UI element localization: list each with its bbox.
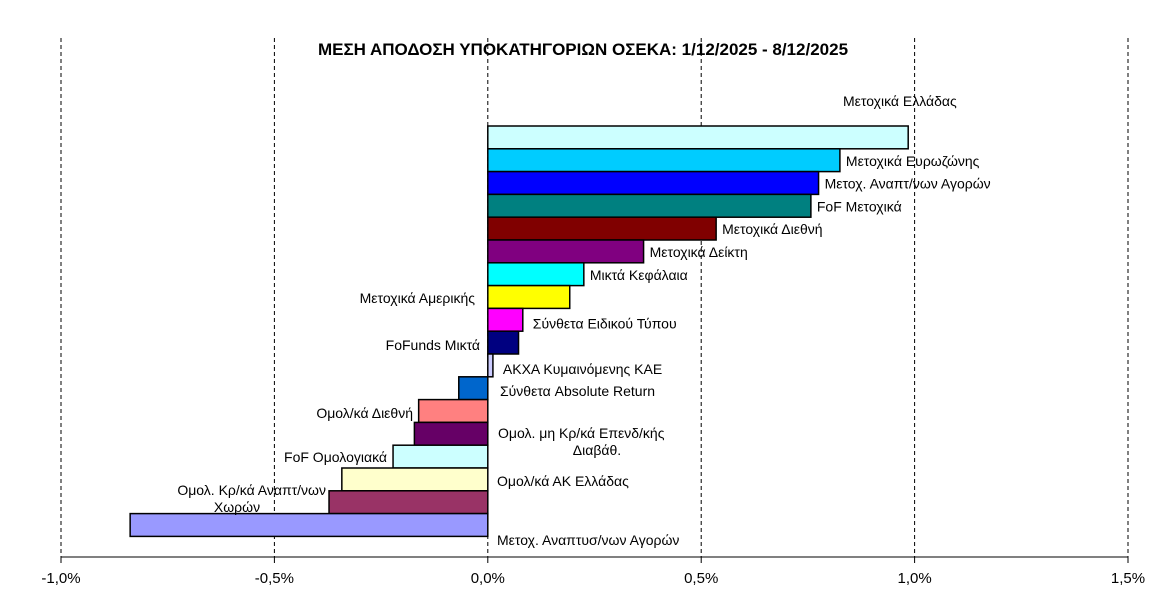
x-tick-label: 1,0% — [897, 570, 931, 587]
bar-label-line: Χωρών — [214, 499, 260, 515]
bar-label: Ομολ. μη Κρ/κά Επενδ/κής Διαβάθ. — [498, 425, 665, 458]
bar-label: Μετοχικά Ευρωζώνης — [846, 153, 980, 169]
bar-label: ΑΚΧΑ Κυμαινόμενης ΚΑΕ — [503, 361, 662, 377]
x-tick-label: 0,0% — [471, 570, 505, 587]
bar-label: Σύνθετα Absolute Return — [500, 383, 655, 399]
bar-label: Μετοχ. Αναπτυσ/νων Αγορών — [497, 532, 679, 548]
bar — [328, 490, 489, 515]
x-tick-label: 0,5% — [684, 570, 718, 587]
bar-label: Μετοχ. Αναπτ/νων Αγορών — [825, 176, 991, 192]
bar — [487, 353, 494, 378]
bars — [129, 125, 909, 538]
bar-label: FoF Μετοχικά — [817, 198, 902, 214]
bar — [458, 376, 489, 401]
bar — [487, 262, 585, 287]
chart-title: ΜΕΣΗ ΑΠΟΔΟΣΗ ΥΠΟΚΑΤΗΓΟΡΙΩΝ ΟΣΕΚΑ: 1/12/2… — [318, 40, 848, 59]
bar — [487, 284, 571, 310]
bar-label: FoF Ομολογιακά — [284, 449, 387, 465]
bar-label-line: Ομολ. μη Κρ/κά Επενδ/κής — [498, 425, 665, 441]
bar — [417, 398, 489, 424]
bar — [129, 512, 489, 538]
bar — [487, 148, 841, 173]
x-tick-label: -1,0% — [41, 570, 80, 587]
bar-label: Μετοχικά Αμερικής — [360, 290, 476, 306]
bar-label-line: Διαβάθ. — [573, 442, 621, 458]
bar — [487, 125, 909, 150]
bar — [487, 307, 524, 332]
bar-label: Ομολ/κά Διεθνή — [316, 405, 413, 421]
bar — [487, 330, 520, 355]
bar-labels: Μετοχικά Ελλάδας Μετοχικά Ευρωζώνης Μετοχ.… — [177, 93, 990, 548]
bar — [341, 467, 489, 492]
bar-label: Σύνθετα Ειδικού Τύπου — [533, 315, 677, 331]
bar — [413, 421, 489, 446]
bar — [487, 239, 645, 264]
x-axis: -1,0% -0,5% 0,0% 0,5% 1,0% 1,5% — [41, 556, 1145, 587]
bar — [487, 216, 717, 241]
bar-label: Μετοχικά Δείκτη — [650, 244, 748, 260]
bar — [392, 444, 489, 469]
bar-label-line: Ομολ. Κρ/κά Αναπτ/νων — [177, 482, 326, 498]
bar — [487, 170, 820, 196]
bar-label: Ομολ/κά ΑΚ Ελλάδας — [497, 473, 629, 489]
bar-label: Μετοχικά Διεθνή — [722, 221, 822, 237]
bar-label: FoFunds Μικτά — [386, 337, 480, 353]
bar — [487, 193, 812, 218]
x-tick-label: -0,5% — [255, 570, 294, 587]
bar-label: Μετοχικά Ελλάδας — [843, 93, 957, 109]
bar-label: Μικτά Κεφάλαια — [590, 267, 688, 283]
x-tick-label: 1,5% — [1111, 570, 1145, 587]
bar-label: Ομολ. Κρ/κά Αναπτ/νων Χωρών — [177, 482, 326, 515]
